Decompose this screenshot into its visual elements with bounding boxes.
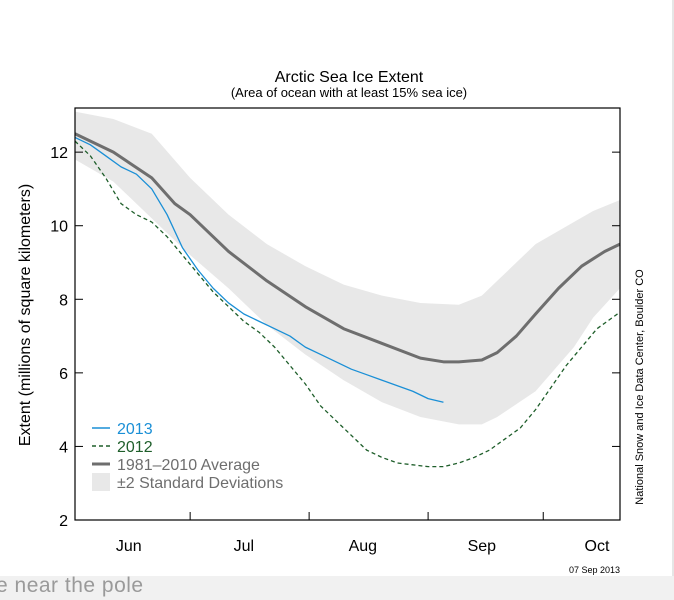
x-tick-label: Jul <box>234 538 254 555</box>
legend-label: 2013 <box>117 421 153 438</box>
footer-text: e near the pole <box>0 576 144 597</box>
legend-swatch-band <box>92 473 110 491</box>
y-tick-label: 2 <box>59 513 68 530</box>
legend-label: 2012 <box>117 439 153 456</box>
x-tick-label: Oct <box>585 538 610 555</box>
legend-label: 1981–2010 Average <box>117 457 260 474</box>
chart-subtitle: (Area of ocean with at least 15% sea ice… <box>231 85 467 100</box>
sea-ice-chart: Arctic Sea Ice Extent (Area of ocean wit… <box>17 69 646 575</box>
right-edge-divider <box>672 0 674 576</box>
x-tick-label: Sep <box>468 538 497 555</box>
series-line-2012 <box>74 140 621 468</box>
chart-title: Arctic Sea Ice Extent <box>275 69 424 86</box>
legend-label: ±2 Standard Deviations <box>117 475 283 492</box>
y-tick-label: 12 <box>50 145 68 162</box>
std-dev-band <box>75 111 620 425</box>
credit-text: National Snow and Ice Data Center, Bould… <box>634 269 646 505</box>
plot-frame <box>74 107 621 521</box>
y-tick-label: 10 <box>50 219 68 236</box>
x-tick-label: Jun <box>116 538 142 555</box>
y-tick-label: 4 <box>59 439 68 456</box>
y-tick-label: 6 <box>59 366 68 383</box>
date-stamp: 07 Sep 2013 <box>569 565 620 575</box>
series-line-1981-2010-average <box>74 132 621 364</box>
page-footer-strip: e near the pole <box>0 576 674 600</box>
y-axis-label: Extent (millions of square kilometers) <box>17 184 34 446</box>
y-tick-label: 8 <box>59 292 68 309</box>
x-tick-label: Aug <box>349 538 377 555</box>
series-line-2013 <box>74 136 444 403</box>
